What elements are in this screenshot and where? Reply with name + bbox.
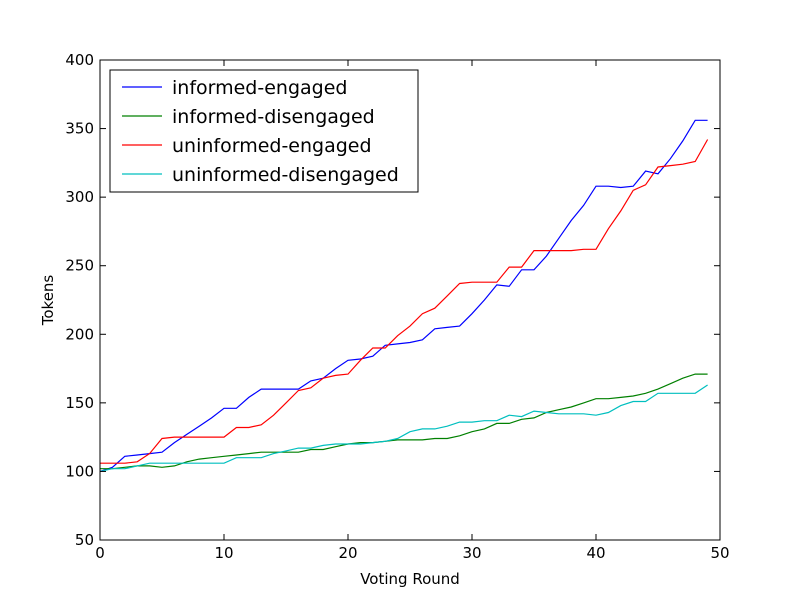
series-line-uninformed-disengaged	[99, 384, 708, 472]
x-tick-label: 10	[214, 544, 233, 562]
x-tick-label: 20	[338, 544, 357, 562]
y-tick-label: 250	[65, 257, 94, 275]
legend-label-informed-engaged: informed-engaged	[172, 77, 347, 99]
legend-label-uninformed-disengaged: uninformed-disengaged	[172, 164, 399, 186]
y-tick-label: 200	[65, 325, 94, 343]
legend-label-uninformed-engaged: uninformed-engaged	[172, 135, 372, 157]
y-tick-label: 50	[75, 531, 94, 549]
x-axis-label: Voting Round	[360, 570, 460, 588]
series-line-informed-disengaged	[100, 373, 708, 470]
series-line-uninformed-engaged	[100, 139, 709, 464]
y-tick-label: 350	[65, 120, 94, 138]
plot-frame	[99, 59, 721, 541]
y-tick-label: 300	[65, 188, 94, 206]
y-tick-label: 150	[65, 394, 94, 412]
legend-label-informed-disengaged: informed-disengaged	[172, 106, 375, 128]
y-axis-label: Tokens	[39, 275, 57, 327]
x-tick-label: 0	[95, 544, 105, 562]
legend-box	[109, 69, 419, 193]
x-tick-label: 40	[586, 544, 605, 562]
series-layer	[99, 119, 709, 472]
legend: informed-engaged informed-disengaged uninf…	[109, 69, 419, 193]
y-tick-label: 100	[65, 462, 94, 480]
series-line-informed-engaged	[99, 119, 708, 472]
y-tick-label: 400	[65, 51, 94, 69]
ticks-layer: 0 10 20 30 40 50 50 100 150 200 250 300 350 400	[65, 51, 729, 562]
x-tick-label: 50	[710, 544, 729, 562]
x-tick-label: 30	[462, 544, 481, 562]
